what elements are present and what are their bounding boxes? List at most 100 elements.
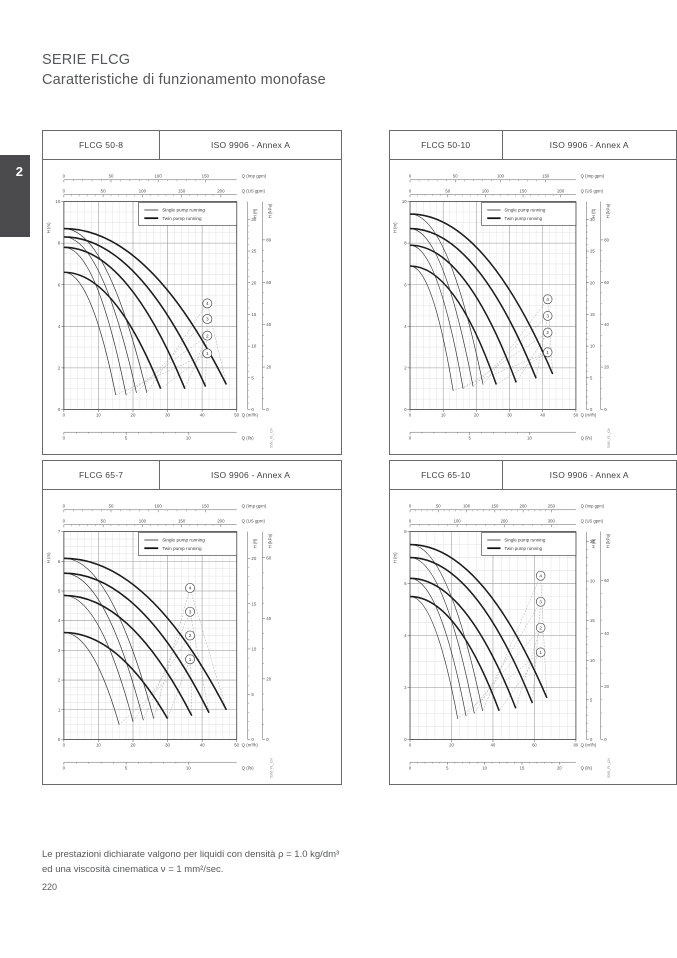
chart-model-title: FLCG 65-10 — [390, 461, 503, 489]
svg-text:H (ft): H (ft) — [591, 538, 596, 548]
svg-text:20: 20 — [590, 280, 595, 285]
svg-text:1: 1 — [206, 351, 209, 357]
twin-pump-curve-2 — [63, 246, 186, 389]
svg-text:8: 8 — [58, 241, 61, 246]
svg-text:0: 0 — [409, 504, 412, 509]
svg-text:6: 6 — [58, 282, 61, 287]
svg-text:4: 4 — [58, 618, 61, 623]
chart-legend: Single pump running Twin pump running — [138, 532, 238, 556]
svg-text:10: 10 — [55, 199, 60, 204]
chart-panel-flcg-50-10: FLCG 50-10 ISO 9906 - Annex A 0 2 4 6 8 10 H (m)… — [389, 130, 677, 455]
svg-text:5: 5 — [125, 436, 128, 441]
single-pump-curve-1 — [410, 596, 459, 719]
pump-curves — [63, 557, 228, 725]
svg-text:Q (l/s): Q (l/s) — [242, 436, 254, 441]
single-pump-curve-1 — [409, 265, 454, 391]
svg-text:40: 40 — [604, 322, 609, 327]
axis-h-kpa-: 0 20 40 60 H (kPa) — [600, 531, 610, 742]
svg-text:0: 0 — [409, 765, 412, 770]
svg-text:0: 0 — [58, 737, 61, 742]
svg-text:0: 0 — [590, 737, 593, 742]
svg-text:50: 50 — [101, 188, 106, 193]
pump-curves — [409, 213, 554, 391]
svg-text:Q (US gpm): Q (US gpm) — [242, 188, 266, 193]
svg-text:Single pump running: Single pump running — [162, 208, 205, 213]
svg-text:10: 10 — [402, 199, 407, 204]
svg-text:20: 20 — [266, 676, 271, 681]
plot-border — [63, 201, 238, 410]
axis-q-us-gpm-: 0 50 100 150 200 Q (US gpm) — [409, 188, 604, 198]
svg-text:0: 0 — [590, 407, 593, 412]
curve-number-badge-2: 2 — [542, 327, 553, 338]
svg-text:25: 25 — [251, 249, 256, 254]
svg-text:40: 40 — [604, 631, 609, 636]
svg-text:15: 15 — [520, 765, 525, 770]
svg-text:Q (m³/h): Q (m³/h) — [581, 743, 597, 748]
curve-number-badge-4: 4 — [185, 583, 195, 593]
svg-text:Q (US gpm): Q (US gpm) — [581, 188, 604, 193]
svg-text:4: 4 — [404, 324, 407, 329]
svg-text:3: 3 — [58, 648, 61, 653]
svg-text:1: 1 — [189, 657, 192, 663]
twin-pump-curve-1 — [63, 271, 162, 389]
svg-text:20: 20 — [251, 280, 256, 285]
page-title: SERIE FLCG — [42, 52, 131, 68]
plot-grid — [410, 531, 576, 740]
charts-grid: FLCG 50-8 ISO 9906 - Annex A 0 2 4 6 8 10 H (m) 0… — [42, 130, 677, 785]
twin-pump-curve-2 — [410, 244, 517, 383]
svg-text:10: 10 — [186, 766, 191, 771]
svg-text:Twin pump running: Twin pump running — [504, 546, 542, 551]
svg-text:4: 4 — [206, 301, 209, 307]
axis-q-imp-gpm-: 0 50 100 150 Q (Imp gpm) — [63, 174, 267, 183]
svg-text:Twin pump running: Twin pump running — [162, 546, 202, 551]
twin-pump-curve-1 — [410, 265, 497, 385]
svg-text:H (m): H (m) — [393, 222, 398, 233]
section-tab: 2 — [0, 155, 30, 237]
svg-text:3: 3 — [539, 599, 542, 604]
svg-text:0: 0 — [63, 504, 66, 509]
axis-q-us-gpm-: 0 100 200 300 Q (US gpm) — [409, 518, 604, 528]
curve-number-badge-2: 2 — [535, 622, 546, 633]
single-pump-curve-3 — [63, 572, 144, 721]
curve-number-badge-4: 4 — [535, 570, 546, 581]
svg-text:2: 2 — [404, 365, 407, 370]
svg-text:1: 1 — [58, 707, 61, 712]
curve-leader-lines — [115, 303, 227, 396]
svg-text:10: 10 — [251, 647, 256, 652]
plot-grid — [63, 201, 237, 410]
svg-text:0: 0 — [63, 413, 66, 418]
svg-text:H (m): H (m) — [46, 552, 51, 563]
svg-text:50: 50 — [574, 413, 579, 418]
svg-text:20: 20 — [449, 743, 454, 748]
plot-border — [409, 201, 577, 410]
svg-text:5065_FL_CH: 5065_FL_CH — [607, 757, 611, 778]
svg-text:300: 300 — [548, 518, 556, 523]
svg-text:20: 20 — [131, 743, 136, 748]
svg-text:2: 2 — [189, 633, 192, 639]
curve-number-badge-1: 1 — [535, 647, 546, 658]
axis-h-m: 0 2 4 6 8 10 H (m) — [46, 199, 64, 412]
axis-h-kpa-: 0 20 40 60 H (kPa) — [262, 531, 272, 742]
svg-text:5: 5 — [58, 589, 61, 594]
axis-q-m3h: 0 10 20 30 40 50 Q (m³/h) — [63, 409, 258, 418]
chart-model-title: FLCG 50-8 — [43, 131, 161, 159]
svg-text:50: 50 — [436, 504, 441, 509]
svg-text:Q (US gpm): Q (US gpm) — [581, 518, 604, 523]
svg-text:0: 0 — [63, 518, 66, 523]
curve-number-badge-2: 2 — [202, 330, 213, 341]
svg-text:10: 10 — [96, 743, 101, 748]
chart-panel-flcg-65-10: FLCG 65-10 ISO 9906 - Annex A 0 2 4 6 8 H (m) 0 2… — [389, 460, 677, 785]
svg-text:100: 100 — [155, 174, 163, 179]
svg-text:150: 150 — [178, 518, 186, 523]
svg-text:1: 1 — [546, 350, 549, 355]
curve-number-badge-3: 3 — [542, 311, 553, 321]
single-pump-curve-2 — [410, 244, 464, 389]
svg-text:Q (Imp gpm): Q (Imp gpm) — [242, 504, 267, 509]
svg-text:200: 200 — [557, 188, 565, 193]
twin-pump-curve-4 — [63, 227, 228, 385]
svg-text:H (ft): H (ft) — [253, 538, 258, 548]
twin-pump-curve-3 — [63, 572, 210, 714]
chart-panel-header: FLCG 65-10 ISO 9906 - Annex A — [390, 461, 676, 490]
svg-text:250: 250 — [548, 504, 556, 509]
